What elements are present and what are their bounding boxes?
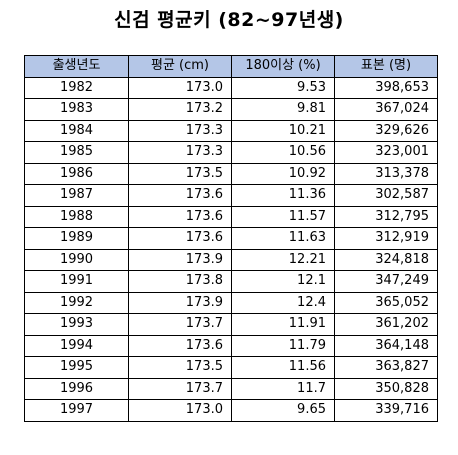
sample-size-cell: 350,828 <box>334 377 438 400</box>
over-180-percent-cell: 11.91 <box>231 313 335 336</box>
average-height-cell: 173.6 <box>128 205 232 228</box>
sample-size-cell: 364,148 <box>334 334 438 357</box>
average-height-cell: 173.3 <box>128 141 232 164</box>
sample-size-cell: 313,378 <box>334 162 438 185</box>
birth-year-cell: 1982 <box>24 76 129 99</box>
average-height-cell: 173.2 <box>128 98 232 121</box>
sample-size-cell: 324,818 <box>334 248 438 271</box>
birth-year-cell: 1993 <box>24 313 129 336</box>
over-180-percent-cell: 12.1 <box>231 270 335 293</box>
table-row: 1982 173.0 9.53 398,653 <box>24 76 438 99</box>
birth-year-cell: 1994 <box>24 334 129 357</box>
average-height-cell: 173.7 <box>128 313 232 336</box>
table-row: 1985 173.3 10.56 323,001 <box>24 141 438 164</box>
sample-size-cell: 339,716 <box>334 399 438 422</box>
average-height-cell: 173.7 <box>128 377 232 400</box>
sample-size-cell: 312,919 <box>334 227 438 250</box>
average-height-cell: 173.9 <box>128 248 232 271</box>
average-height-cell: 173.5 <box>128 162 232 185</box>
average-height-cell: 173.5 <box>128 356 232 379</box>
sample-size-cell: 347,249 <box>334 270 438 293</box>
table-row: 1984 173.3 10.21 329,626 <box>24 119 438 142</box>
header-birth-year: 출생년도 <box>24 55 129 78</box>
birth-year-cell: 1984 <box>24 119 129 142</box>
over-180-percent-cell: 11.56 <box>231 356 335 379</box>
birth-year-cell: 1987 <box>24 184 129 207</box>
sample-size-cell: 302,587 <box>334 184 438 207</box>
height-data-table: 출생년도 평균 (cm) 180이상 (%) 표본 (명) 1982 173.0 9… <box>24 55 438 422</box>
table-row: 1987 173.6 11.36 302,587 <box>24 184 438 207</box>
sample-size-cell: 363,827 <box>334 356 438 379</box>
table-row: 1988 173.6 11.57 312,795 <box>24 205 438 228</box>
over-180-percent-cell: 11.63 <box>231 227 335 250</box>
birth-year-cell: 1983 <box>24 98 129 121</box>
average-height-cell: 173.6 <box>128 227 232 250</box>
table-row: 1997 173.0 9.65 339,716 <box>24 399 438 422</box>
over-180-percent-cell: 9.65 <box>231 399 335 422</box>
over-180-percent-cell: 9.53 <box>231 76 335 99</box>
average-height-cell: 173.6 <box>128 334 232 357</box>
average-height-cell: 173.3 <box>128 119 232 142</box>
sample-size-cell: 329,626 <box>334 119 438 142</box>
sample-size-cell: 312,795 <box>334 205 438 228</box>
over-180-percent-cell: 10.21 <box>231 119 335 142</box>
table-row: 1993 173.7 11.91 361,202 <box>24 313 438 336</box>
sample-size-cell: 323,001 <box>334 141 438 164</box>
table-row: 1989 173.6 11.63 312,919 <box>24 227 438 250</box>
average-height-cell: 173.6 <box>128 184 232 207</box>
average-height-cell: 173.9 <box>128 291 232 314</box>
average-height-cell: 173.0 <box>128 399 232 422</box>
header-over-180-percent: 180이상 (%) <box>231 55 335 78</box>
table-row: 1996 173.7 11.7 350,828 <box>24 377 438 400</box>
table-row: 1992 173.9 12.4 365,052 <box>24 291 438 314</box>
table-row: 1986 173.5 10.92 313,378 <box>24 162 438 185</box>
sample-size-cell: 367,024 <box>334 98 438 121</box>
over-180-percent-cell: 11.79 <box>231 334 335 357</box>
over-180-percent-cell: 11.7 <box>231 377 335 400</box>
sample-size-cell: 361,202 <box>334 313 438 336</box>
over-180-percent-cell: 12.4 <box>231 291 335 314</box>
over-180-percent-cell: 11.36 <box>231 184 335 207</box>
table-header-row: 출생년도 평균 (cm) 180이상 (%) 표본 (명) <box>24 55 438 78</box>
sample-size-cell: 365,052 <box>334 291 438 314</box>
birth-year-cell: 1992 <box>24 291 129 314</box>
table-row: 1990 173.9 12.21 324,818 <box>24 248 438 271</box>
birth-year-cell: 1988 <box>24 205 129 228</box>
over-180-percent-cell: 12.21 <box>231 248 335 271</box>
average-height-cell: 173.8 <box>128 270 232 293</box>
over-180-percent-cell: 10.92 <box>231 162 335 185</box>
birth-year-cell: 1989 <box>24 227 129 250</box>
sample-size-cell: 398,653 <box>334 76 438 99</box>
birth-year-cell: 1996 <box>24 377 129 400</box>
page-title: 신검 평균키 (82~97년생) <box>114 9 344 31</box>
table-body: 1982 173.0 9.53 398,653 1983 173.2 9.81 367,024… <box>24 76 438 422</box>
birth-year-cell: 1995 <box>24 356 129 379</box>
over-180-percent-cell: 11.57 <box>231 205 335 228</box>
table-row: 1994 173.6 11.79 364,148 <box>24 334 438 357</box>
table-row: 1983 173.2 9.81 367,024 <box>24 98 438 121</box>
table-row: 1991 173.8 12.1 347,249 <box>24 270 438 293</box>
over-180-percent-cell: 10.56 <box>231 141 335 164</box>
header-average-height: 평균 (cm) <box>128 55 232 78</box>
birth-year-cell: 1986 <box>24 162 129 185</box>
birth-year-cell: 1997 <box>24 399 129 422</box>
header-sample-size: 표본 (명) <box>334 55 438 78</box>
average-height-cell: 173.0 <box>128 76 232 99</box>
over-180-percent-cell: 9.81 <box>231 98 335 121</box>
birth-year-cell: 1991 <box>24 270 129 293</box>
table-row: 1995 173.5 11.56 363,827 <box>24 356 438 379</box>
birth-year-cell: 1990 <box>24 248 129 271</box>
birth-year-cell: 1985 <box>24 141 129 164</box>
